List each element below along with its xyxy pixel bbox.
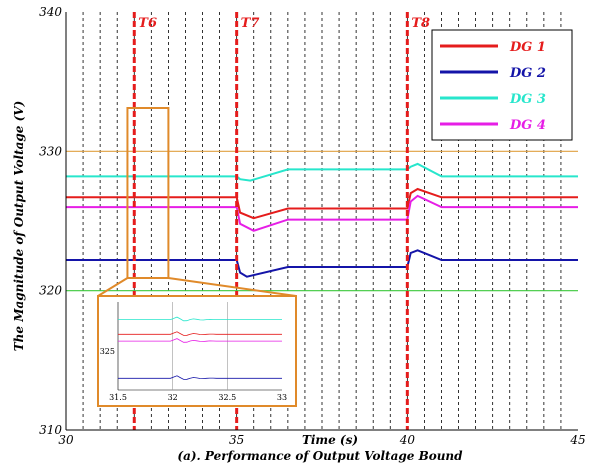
inset-x-tick: 32 <box>168 393 178 402</box>
tick-labels: 30 35 40 45 310 320 330 340 <box>39 5 586 447</box>
y-tick-label: 320 <box>39 284 62 298</box>
inset-series-dg-4 <box>118 338 282 343</box>
legend-box <box>431 29 573 141</box>
x-tick-label: 30 <box>58 433 74 447</box>
series-lines <box>66 162 578 278</box>
inset-plot: 31.5 32 32.5 33 325 <box>97 295 297 407</box>
series-line-dg-4 <box>66 194 578 232</box>
y-tick-label: 330 <box>39 144 62 158</box>
x-tick-label: 35 <box>229 433 244 447</box>
chart-caption: (a). Performance of Output Voltage Bound <box>177 449 463 463</box>
voltage-bounds <box>66 150 578 292</box>
event-label-t7: T7 <box>241 16 260 31</box>
y-tick-label: 310 <box>39 423 62 437</box>
y-axis-label: The Magnitude of Output Voltage (V) <box>12 101 26 352</box>
inset-series-dg-3 <box>118 316 282 322</box>
event-markers: T6 T7 T8 <box>132 12 430 430</box>
inset-x-tick: 32.5 <box>218 393 236 402</box>
legend-label: DG 4 <box>509 118 546 133</box>
event-label-t8: T8 <box>411 16 430 31</box>
legend: DG 1 DG 2 DG 3 DG 4 <box>431 29 573 141</box>
inset-x-tick: 31.5 <box>109 393 127 402</box>
x-axis-label: Time (s) <box>302 433 358 447</box>
inset-y-tick: 325 <box>100 347 115 356</box>
event-label-t6: T6 <box>138 16 157 31</box>
zoom-connector-right <box>168 277 297 297</box>
legend-label: DG 3 <box>509 92 546 107</box>
zoom-rect <box>126 107 170 279</box>
legend-label: DG 2 <box>509 66 546 81</box>
inset-x-tick: 33 <box>277 393 287 402</box>
x-tick-label: 40 <box>399 433 416 447</box>
inset-series-dg-1 <box>118 331 282 336</box>
series-line-dg-3 <box>66 162 578 182</box>
series-line-dg-1 <box>66 187 578 220</box>
axes <box>65 12 578 431</box>
series-line-dg-2 <box>66 249 578 278</box>
legend-label: DG 1 <box>509 40 546 55</box>
y-tick-label: 340 <box>39 5 62 19</box>
x-tick-label: 45 <box>569 433 585 447</box>
inset-series-dg-2 <box>118 375 282 380</box>
inset-frame <box>97 295 297 407</box>
zoom-connector-left <box>97 277 128 297</box>
zoom-box <box>97 107 297 297</box>
